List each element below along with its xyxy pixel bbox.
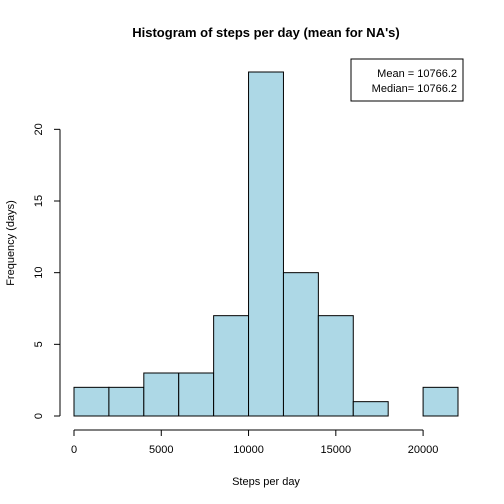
x-tick-label: 10000 bbox=[233, 444, 264, 456]
y-tick-label: 0 bbox=[33, 413, 45, 419]
y-tick-label: 10 bbox=[33, 267, 45, 279]
histogram-bar bbox=[73, 386, 110, 417]
legend-box bbox=[350, 58, 464, 102]
legend: Mean = 10766.2 Median= 10766.2 bbox=[350, 58, 464, 102]
x-axis-label: Steps per day bbox=[232, 476, 300, 488]
x-tick-label: 0 bbox=[71, 444, 77, 456]
histogram-bar bbox=[178, 372, 215, 417]
x-tick-label: 5000 bbox=[149, 444, 173, 456]
y-tick-label: 20 bbox=[33, 123, 45, 135]
histogram-bar bbox=[248, 71, 284, 417]
legend-mean: Mean = 10766.2 bbox=[377, 68, 457, 80]
histogram-bar bbox=[143, 372, 180, 417]
x-tick-label: 20000 bbox=[408, 444, 439, 456]
histogram-bar bbox=[282, 272, 319, 417]
x-axis: 0 5000 10000 15000 20000 bbox=[71, 429, 439, 456]
chart-title: Histogram of steps per day (mean for NA'… bbox=[132, 25, 399, 40]
histogram-bar bbox=[422, 386, 459, 417]
legend-median: Median= 10766.2 bbox=[372, 83, 457, 95]
y-tick-label: 5 bbox=[33, 341, 45, 347]
bars-group bbox=[73, 71, 459, 417]
histogram-bar bbox=[108, 386, 145, 417]
histogram-bar bbox=[317, 315, 354, 417]
y-axis: 0 5 10 15 20 bbox=[33, 123, 61, 419]
y-tick-label: 15 bbox=[33, 195, 45, 207]
y-axis-label: Frequency (days) bbox=[5, 200, 17, 286]
histogram-bar bbox=[213, 315, 250, 417]
histogram-bar bbox=[352, 401, 389, 417]
x-tick-label: 15000 bbox=[321, 444, 352, 456]
